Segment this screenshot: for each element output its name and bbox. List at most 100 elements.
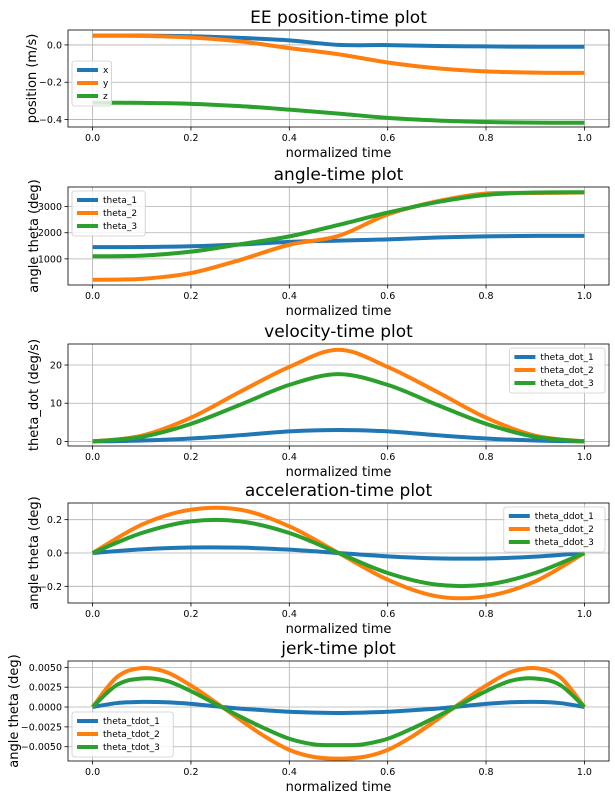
y-tick-label: 0 <box>56 437 62 448</box>
x-tick-label: 0.2 <box>183 133 198 144</box>
y-tick-label: 3000 <box>38 202 62 213</box>
legend-label: theta_ddot_2 <box>535 525 594 535</box>
legend: theta_dot_1 theta_dot_2 theta_dot_3 <box>508 347 606 394</box>
legend-label: theta_tdot_3 <box>103 743 160 753</box>
x-tick-label: 0.6 <box>380 767 395 778</box>
x-tick-label: 0.8 <box>478 291 493 302</box>
x-tick-label: 0.8 <box>478 452 493 463</box>
chart-title: velocity-time plot <box>264 322 413 342</box>
x-tick-label: 0.6 <box>380 609 395 620</box>
x-tick-label: 0.8 <box>478 767 493 778</box>
x-tick-label: 0.0 <box>85 767 100 778</box>
legend-label: theta_tdot_2 <box>103 730 160 740</box>
subplot-1: 0.0 0.2 0.4 0.6 0.8 1.0 −0.4 −0.2 0.0 EE position… <box>25 8 610 161</box>
x-tick-label: 0.0 <box>85 609 100 620</box>
x-tick-label: 0.2 <box>183 291 198 302</box>
x-tick-label: 1.0 <box>577 767 592 778</box>
y-axis-label: angle theta (deg) <box>7 654 22 767</box>
series-line-theta-ddot-3 <box>91 517 586 589</box>
y-axis-label: theta_dot (deg/s) <box>27 339 42 451</box>
y-tick-label: 0.0050 <box>29 663 62 674</box>
x-tick-label: 0.4 <box>282 452 297 463</box>
x-tick-label: 0.0 <box>85 452 100 463</box>
y-axis-label: position (m/s) <box>25 34 40 124</box>
axes-frame <box>67 186 610 286</box>
y-tick-label: −0.4 <box>39 115 62 126</box>
legend-label: theta_dot_1 <box>540 353 593 363</box>
legend-label: theta_2 <box>103 209 137 219</box>
legend-label: z <box>103 92 108 102</box>
series-line-theta-tdot-3 <box>91 676 586 748</box>
y-tick-label: 0.0000 <box>29 703 62 714</box>
legend-label: theta_tdot_1 <box>103 717 160 727</box>
x-tick-label: 0.8 <box>478 609 493 620</box>
chart-title: EE position-time plot <box>250 8 427 28</box>
chart-title: acceleration-time plot <box>245 481 433 501</box>
y-tick-label: 0.0025 <box>29 683 62 694</box>
x-tick-label: 0.8 <box>478 133 493 144</box>
y-tick-label: −0.2 <box>39 78 62 89</box>
y-tick-label: 1000 <box>38 254 62 265</box>
y-axis-label: angle theta (deg) <box>27 179 42 292</box>
y-tick-label: 0.0 <box>47 549 62 560</box>
x-axis-label: normalized time <box>286 146 392 161</box>
y-tick-label: 10 <box>50 399 62 410</box>
series-line-z <box>92 100 585 125</box>
series-line-theta-3 <box>92 190 585 259</box>
series-line-theta-dot-2 <box>92 347 585 444</box>
legend-label: theta_dot_2 <box>540 366 593 376</box>
x-axis-label: normalized time <box>286 780 392 795</box>
chart-title: angle-time plot <box>274 165 404 185</box>
legend: theta_1 theta_2 theta_3 <box>71 190 146 237</box>
legend-label: theta_ddot_3 <box>535 538 594 548</box>
subplot-5: 0.0 0.2 0.4 0.6 0.8 1.0 −0.0050 −0.0025 0.0000 0.… <box>7 639 610 795</box>
x-axis-label: normalized time <box>286 465 392 480</box>
series-line-theta-tdot-2 <box>91 665 586 761</box>
y-tick-label: −0.2 <box>39 582 62 593</box>
x-tick-label: 0.4 <box>282 609 297 620</box>
x-axis-label: normalized time <box>286 622 392 637</box>
x-tick-label: 1.0 <box>577 133 592 144</box>
legend: theta_ddot_1 theta_ddot_2 theta_ddot_3 <box>503 506 606 553</box>
chart-title: jerk-time plot <box>280 639 396 659</box>
legend-label: x <box>103 66 109 76</box>
y-tick-label: 0.0 <box>47 40 62 51</box>
x-tick-label: 0.4 <box>282 291 297 302</box>
legend-label: theta_ddot_1 <box>535 512 594 522</box>
axes-frame <box>67 29 610 128</box>
series-line-theta-1 <box>92 233 585 250</box>
y-axis-label: angle theta (deg) <box>27 496 42 609</box>
x-tick-label: 0.4 <box>282 133 297 144</box>
x-axis-label: normalized time <box>286 304 392 319</box>
series-line-theta-tdot-1 <box>92 699 585 715</box>
series-line-y <box>92 33 585 75</box>
y-tick-label: 2000 <box>38 228 62 239</box>
x-tick-label: 0.6 <box>380 452 395 463</box>
subplot-2: 0.0 0.2 0.4 0.6 0.8 1.0 1000 2000 3000 angle-time… <box>27 165 610 319</box>
legend-label: theta_dot_3 <box>540 379 593 389</box>
y-tick-label: −0.0050 <box>21 742 62 753</box>
y-tick-label: −0.0025 <box>21 722 62 733</box>
x-tick-label: 0.2 <box>183 767 198 778</box>
y-tick-label: 20 <box>50 361 62 372</box>
legend-label: theta_1 <box>103 196 137 206</box>
x-tick-label: 0.0 <box>85 133 100 144</box>
x-tick-label: 1.0 <box>577 452 592 463</box>
y-tick-label: 0.2 <box>47 515 62 526</box>
x-tick-label: 0.6 <box>380 133 395 144</box>
legend: theta_tdot_1 theta_tdot_2 theta_tdot_3 <box>71 711 174 758</box>
x-tick-label: 0.2 <box>183 609 198 620</box>
x-tick-label: 1.0 <box>577 609 592 620</box>
axes-frame <box>67 343 610 447</box>
series-line-theta-dot-1 <box>92 427 585 444</box>
x-tick-label: 1.0 <box>577 291 592 302</box>
series-line-theta-dot-3 <box>92 372 585 444</box>
subplot-4: 0.0 0.2 0.4 0.6 0.8 1.0 −0.2 0.0 0.2 acceleration… <box>27 481 610 637</box>
axes-frame <box>67 660 610 762</box>
x-tick-label: 0.4 <box>282 767 297 778</box>
x-tick-label: 0.6 <box>380 291 395 302</box>
x-tick-label: 0.0 <box>85 291 100 302</box>
legend-label: theta_3 <box>103 222 137 232</box>
subplot-3: 0.0 0.2 0.4 0.6 0.8 1.0 0 10 20 velocity-time plo… <box>27 322 610 480</box>
